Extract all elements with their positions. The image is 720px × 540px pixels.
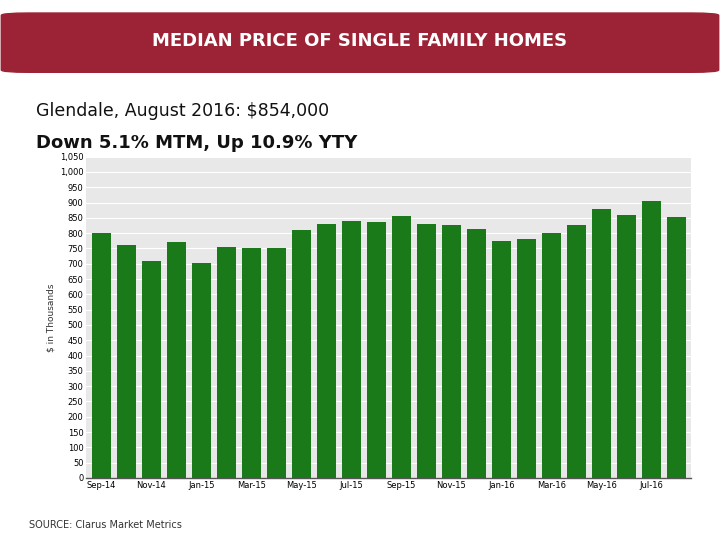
Text: Glendale, August 2016: $854,000: Glendale, August 2016: $854,000 — [36, 102, 329, 120]
Bar — [167, 242, 186, 478]
Bar — [617, 215, 636, 478]
Bar — [192, 263, 211, 478]
Bar — [667, 217, 685, 478]
Bar — [642, 201, 660, 478]
Bar — [267, 248, 286, 478]
Bar — [442, 226, 461, 478]
Bar — [492, 241, 510, 478]
Text: Down 5.1% MTM, Up 10.9% YTY: Down 5.1% MTM, Up 10.9% YTY — [36, 134, 357, 152]
FancyBboxPatch shape — [1, 13, 719, 72]
Bar — [467, 228, 486, 478]
Y-axis label: $ in Thousands: $ in Thousands — [47, 283, 56, 352]
Bar — [342, 221, 361, 478]
Bar — [242, 248, 261, 478]
Bar — [567, 226, 585, 478]
Text: MEDIAN PRICE OF SINGLE FAMILY HOMES: MEDIAN PRICE OF SINGLE FAMILY HOMES — [153, 32, 567, 50]
Bar — [592, 208, 611, 478]
Text: SOURCE: Clarus Market Metrics: SOURCE: Clarus Market Metrics — [29, 520, 181, 530]
Bar — [217, 247, 235, 478]
Bar — [117, 245, 136, 478]
Bar — [317, 224, 336, 478]
Bar — [292, 230, 311, 478]
Bar — [517, 239, 536, 478]
Bar — [417, 224, 436, 478]
Bar — [392, 217, 410, 478]
Bar — [142, 261, 161, 478]
Bar — [367, 222, 386, 478]
Bar — [92, 233, 111, 478]
Bar — [542, 233, 561, 478]
